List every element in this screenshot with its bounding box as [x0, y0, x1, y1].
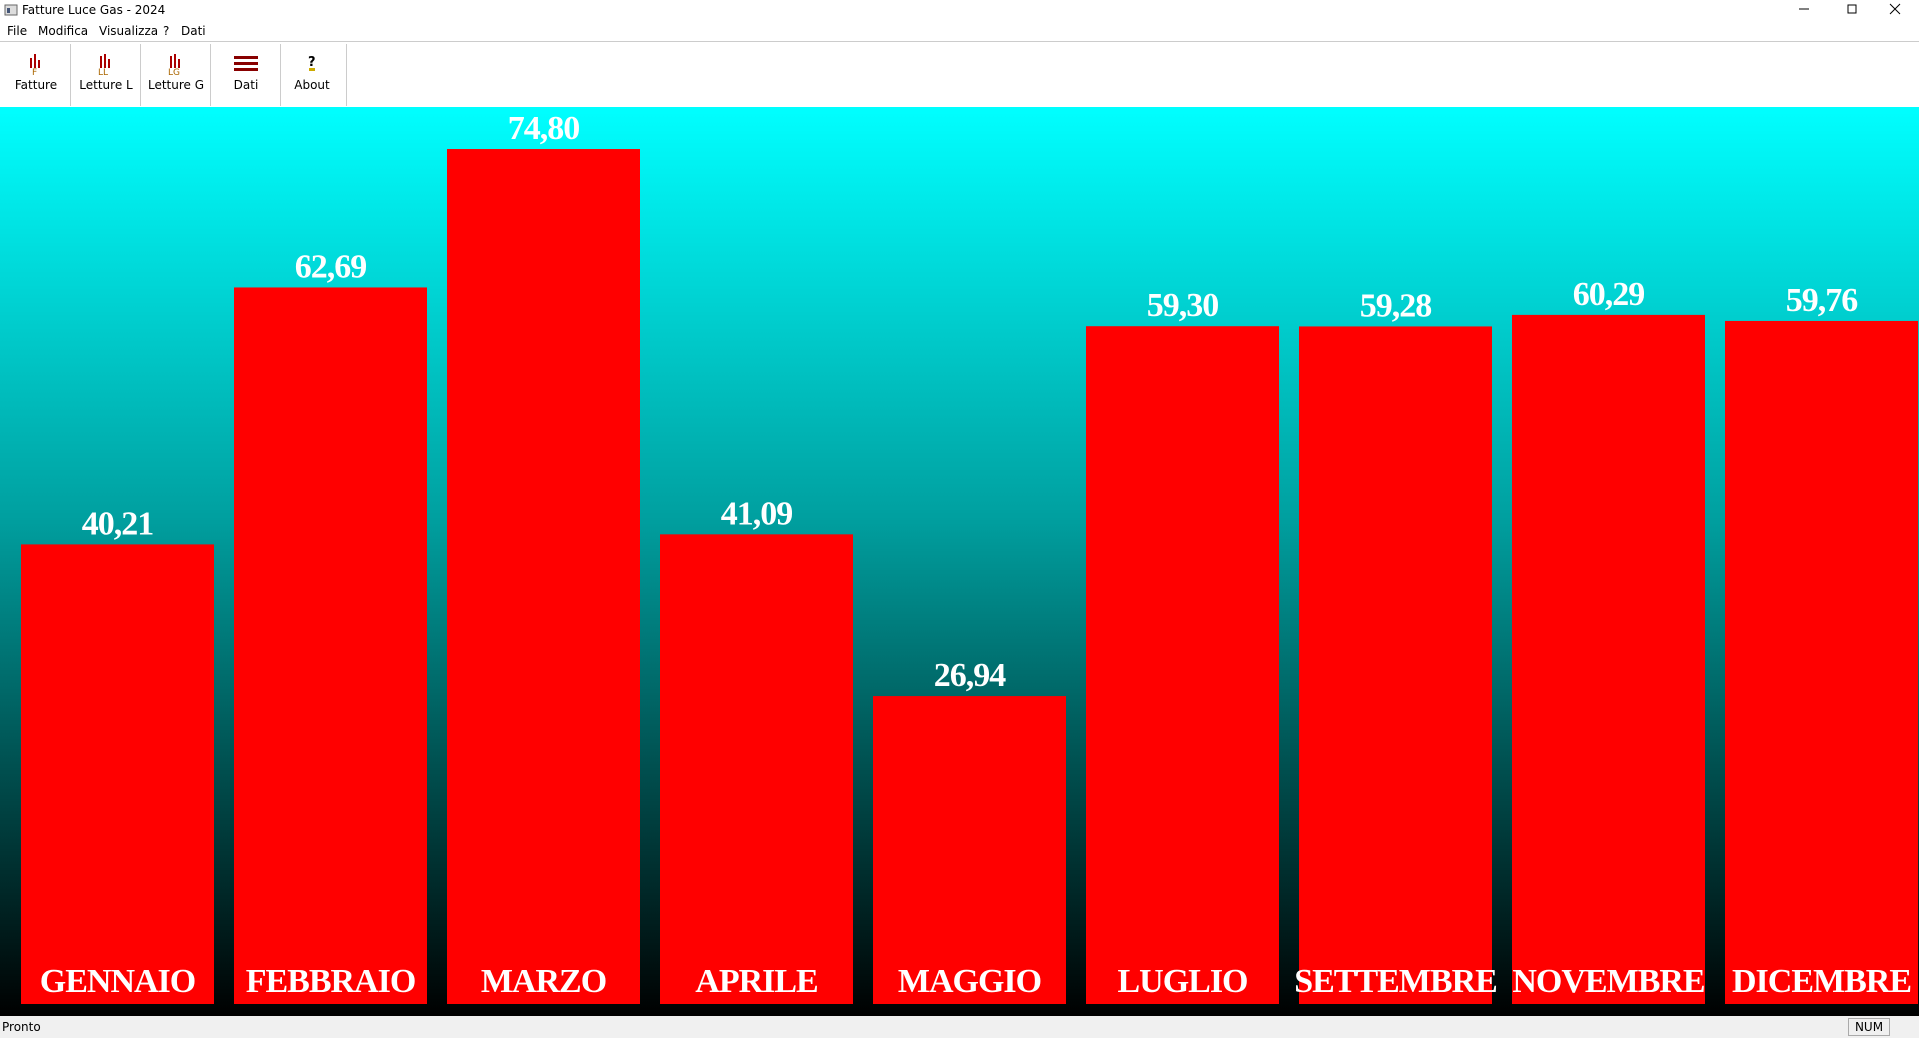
- category-label: FEBBRAIO: [246, 963, 416, 1000]
- value-label: 60,29: [1573, 276, 1645, 313]
- button-label: Letture L: [79, 78, 133, 92]
- status-indicator: NUM: [1848, 1018, 1890, 1036]
- button-label: About: [294, 78, 330, 92]
- bar: [873, 696, 1066, 1004]
- chart: 40,21 GENNAIO 62,69 FEBBRAIO 74,80 MARZO 41,09…: [0, 107, 1919, 1016]
- bar: [21, 544, 214, 1004]
- toolbar-button[interactable]: LL Letture L: [72, 44, 141, 106]
- window-title: Fatture Luce Gas - 2024: [22, 3, 166, 17]
- status-text: Pronto: [2, 1020, 41, 1034]
- button-label: Dati: [233, 78, 259, 92]
- restore[interactable]: [1847, 4, 1857, 14]
- svg-text:F: F: [32, 68, 37, 76]
- bar: [1512, 314, 1705, 1004]
- title-bar: Fatture Luce Gas - 2024: [0, 0, 1919, 21]
- menu-item[interactable]: ?: [163, 24, 170, 38]
- category-label: NOVEMBRE: [1512, 963, 1704, 1000]
- value-label: 59,28: [1360, 287, 1432, 324]
- value-label: 41,09: [721, 495, 793, 532]
- value-label: 59,76: [1786, 282, 1858, 319]
- toolbar-button[interactable]: Dati: [212, 44, 281, 106]
- menu-bar: File Modifica Visualizza ? Dati: [0, 21, 1919, 41]
- category-label: MARZO: [481, 963, 606, 1000]
- category-label: DICEMBRE: [1732, 963, 1911, 1000]
- bar: [234, 287, 427, 1004]
- toolbar-button[interactable]: LG Letture G: [142, 44, 211, 106]
- value-label: 74,80: [508, 110, 580, 147]
- svg-text:LG: LG: [168, 68, 180, 76]
- toolbar: F Fatture LL Letture L LG Letture G Dati ? A…: [0, 41, 1919, 108]
- value-label: 40,21: [82, 505, 154, 542]
- window-controls: [1799, 3, 1901, 15]
- category-label: GENNAIO: [40, 963, 195, 1000]
- close[interactable]: [1889, 3, 1901, 15]
- app-icon: [4, 4, 18, 16]
- category-label: SETTEMBRE: [1294, 963, 1497, 1000]
- bar: [447, 149, 640, 1004]
- svg-text:?: ?: [308, 55, 316, 70]
- button-label: Letture G: [147, 78, 205, 92]
- button-label: Fatture: [14, 78, 58, 92]
- menu-item[interactable]: Visualizza: [99, 24, 159, 38]
- category-label: MAGGIO: [898, 963, 1041, 1000]
- menu-item[interactable]: Dati: [181, 24, 206, 38]
- toolbar-button[interactable]: ? About: [278, 44, 347, 106]
- bar: [660, 534, 853, 1004]
- bar: [1725, 320, 1918, 1004]
- category-label: APRILE: [695, 963, 817, 1000]
- bar: [1299, 326, 1492, 1005]
- status-bar: Pronto NUM: [0, 1016, 1919, 1038]
- toolbar-button[interactable]: F Fatture: [2, 44, 71, 106]
- menu-item[interactable]: File: [7, 24, 28, 38]
- svg-text:LL: LL: [98, 68, 108, 76]
- menu-item[interactable]: Modifica: [38, 24, 89, 38]
- value-label: 26,94: [934, 657, 1007, 694]
- bar: [1086, 326, 1279, 1004]
- value-label: 59,30: [1147, 287, 1219, 324]
- value-label: 62,69: [295, 248, 367, 285]
- category-label: LUGLIO: [1117, 963, 1247, 1000]
